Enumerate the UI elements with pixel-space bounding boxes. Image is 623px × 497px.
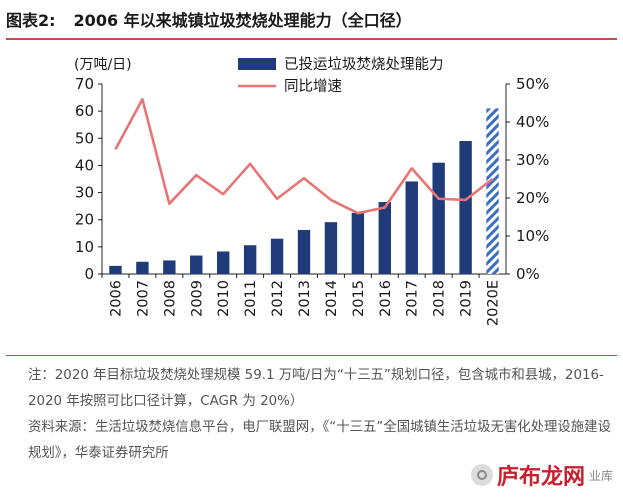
bar — [163, 260, 176, 274]
right-tick-label: 10% — [516, 227, 549, 245]
bar — [432, 162, 445, 274]
left-tick-label: 70 — [75, 75, 94, 93]
left-tick-label: 30 — [75, 184, 94, 202]
right-tick-label: 0% — [516, 265, 540, 283]
legend-bar-label: 已投运垃圾焚烧处理能力 — [284, 56, 444, 73]
x-tick-label: 2011 — [243, 280, 259, 317]
left-tick-label: 40 — [75, 156, 94, 174]
x-tick-label: 2018 — [432, 280, 448, 317]
x-tick-label: 2007 — [135, 280, 151, 317]
right-tick-label: 50% — [516, 75, 549, 93]
x-tick-label: 2012 — [270, 280, 286, 317]
bar — [217, 251, 230, 274]
x-tick-label: 2019 — [459, 280, 475, 317]
note-text: 注：2020 年目标垃圾焚烧处理规模 59.1 万吨/日为“十三五”规划口径，包… — [28, 368, 604, 409]
bar — [351, 212, 365, 274]
title-divider — [6, 38, 617, 40]
x-tick-label: 2009 — [189, 280, 205, 317]
x-tick-label: 2015 — [351, 280, 367, 317]
left-tick-label: 10 — [75, 238, 94, 256]
left-tick-label: 20 — [75, 211, 94, 229]
bar — [459, 141, 472, 274]
right-tick-label: 20% — [516, 189, 549, 207]
growth-line — [114, 97, 494, 215]
bar-projected — [486, 108, 499, 274]
y-axis-unit: (万吨/日) — [74, 57, 132, 73]
left-tick-label: 0 — [84, 265, 94, 283]
bar — [297, 230, 311, 274]
notes-divider — [6, 355, 617, 356]
legend-line-label: 同比增速 — [284, 78, 342, 95]
left-tick-label: 50 — [75, 129, 94, 147]
bar — [243, 245, 257, 274]
watermark: 庐布龙网 业库 — [470, 459, 613, 491]
notes: 注：2020 年目标垃圾焚烧处理规模 59.1 万吨/日为“十三五”规划口径，包… — [28, 363, 613, 467]
watermark-suffix: 业库 — [588, 468, 613, 483]
legend-bar-swatch — [238, 58, 276, 70]
x-tick-label: 2010 — [216, 280, 232, 317]
x-tick-label: 2014 — [324, 280, 340, 317]
figure-title-bar: 图表2: 2006 年以来城镇垃圾焚烧处理能力（全口径） — [6, 2, 617, 36]
right-tick-label: 40% — [516, 113, 549, 131]
x-tick-label: 2013 — [297, 280, 313, 317]
source-text: 资料来源：生活垃圾焚烧信息平台，电厂联盟网，《“十三五”全国城镇生活垃圾无害化处… — [28, 420, 611, 461]
x-tick-label: 2016 — [378, 280, 394, 317]
capacity-chart: 0 10 20 30 40 50 60 70 0% 10% 20% 30% 40% 50% 2006 2007… — [74, 56, 549, 326]
figure-label: 图表2: — [6, 11, 56, 30]
figure-title: 2006 年以来城镇垃圾焚烧处理能力（全口径） — [73, 11, 412, 30]
bar — [405, 181, 418, 274]
bar — [270, 238, 284, 274]
right-tick-label: 30% — [516, 151, 549, 169]
watermark-logo-icon — [470, 464, 493, 486]
bar — [378, 202, 391, 274]
x-tick-label: 2006 — [108, 280, 124, 317]
x-tick-label: 2008 — [162, 280, 178, 317]
x-tick-label: 2017 — [405, 280, 421, 317]
left-tick-label: 60 — [75, 102, 94, 120]
bar — [190, 255, 203, 274]
bar-series — [109, 108, 499, 274]
watermark-text: 庐布龙网 — [496, 465, 585, 490]
line-series — [114, 97, 494, 215]
axes: 0 10 20 30 40 50 60 70 0% 10% 20% 30% 40% 50% 2006 2007… — [75, 75, 549, 326]
x-tick-label: 2020E — [486, 280, 502, 326]
bar — [324, 222, 338, 274]
bar — [136, 261, 149, 274]
bar — [109, 265, 122, 274]
